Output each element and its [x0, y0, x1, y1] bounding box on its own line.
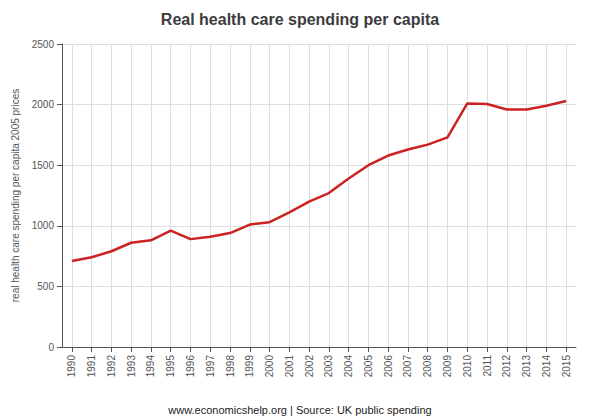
svg-text:0: 0 [48, 342, 54, 353]
svg-text:2004: 2004 [343, 355, 354, 378]
svg-text:2014: 2014 [541, 355, 552, 378]
svg-text:1997: 1997 [205, 355, 216, 378]
svg-text:1999: 1999 [244, 355, 255, 378]
svg-text:1991: 1991 [86, 355, 97, 378]
svg-text:1994: 1994 [145, 355, 156, 378]
svg-text:2013: 2013 [521, 355, 532, 378]
svg-text:2000: 2000 [32, 99, 55, 110]
svg-text:2005: 2005 [363, 355, 374, 378]
svg-text:2012: 2012 [501, 355, 512, 378]
svg-text:2000: 2000 [264, 355, 275, 378]
svg-text:Real health care spending per: Real health care spending per capita [161, 11, 439, 28]
svg-text:1000: 1000 [32, 220, 55, 231]
svg-text:real health care spending per: real health care spending per capita 200… [10, 89, 21, 302]
svg-text:2006: 2006 [383, 355, 394, 378]
svg-text:1500: 1500 [32, 160, 55, 171]
svg-text:www.economicshelp.org | Source: www.economicshelp.org | Source: UK publi… [167, 404, 431, 416]
svg-text:1996: 1996 [185, 355, 196, 378]
svg-text:2011: 2011 [482, 355, 493, 377]
svg-text:2010: 2010 [462, 355, 473, 378]
svg-text:1998: 1998 [225, 355, 236, 378]
svg-text:1993: 1993 [126, 355, 137, 378]
svg-text:1990: 1990 [66, 355, 77, 378]
svg-text:2500: 2500 [32, 39, 55, 50]
svg-text:2001: 2001 [284, 355, 295, 378]
svg-text:500: 500 [37, 281, 54, 292]
svg-text:1992: 1992 [106, 355, 117, 378]
svg-text:2008: 2008 [422, 355, 433, 378]
svg-text:2002: 2002 [304, 355, 315, 378]
svg-text:2015: 2015 [561, 355, 572, 378]
svg-text:1995: 1995 [165, 355, 176, 378]
svg-text:2007: 2007 [402, 355, 413, 378]
svg-text:2003: 2003 [323, 355, 334, 378]
svg-text:2009: 2009 [442, 355, 453, 378]
